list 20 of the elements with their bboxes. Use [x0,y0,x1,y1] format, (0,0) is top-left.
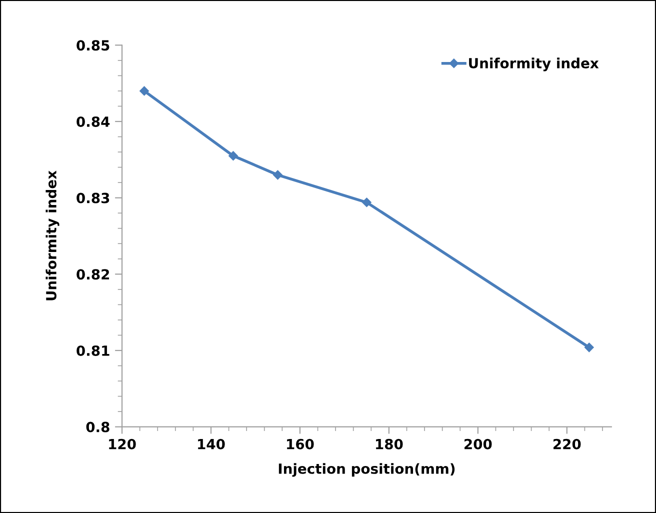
x-tick-label: 220 [554,438,581,450]
point [140,86,149,96]
x-axis-title: Injection position(mm) [278,463,455,477]
y-tick-label: 0.85 [76,40,110,51]
x-tick-label: 200 [464,438,492,450]
x-tick-label: 140 [198,438,225,450]
x-tick-label: 120 [109,438,136,450]
y-tick-label: 0.84 [76,116,110,127]
legend-label: Uniformity index [469,58,599,72]
y-tick-label: 0.81 [76,345,110,356]
y-axis-title: Uniformity index [46,170,60,300]
point [273,170,282,180]
point [362,198,372,208]
x-tick-label: 180 [376,438,403,450]
x-tick-label: 160 [287,438,314,450]
y-tick-label: 0.8 [86,422,110,432]
y-tick-label: 0.82 [76,269,110,280]
point [584,342,594,352]
point [228,151,238,160]
y-tick-label: 0.83 [76,192,110,204]
